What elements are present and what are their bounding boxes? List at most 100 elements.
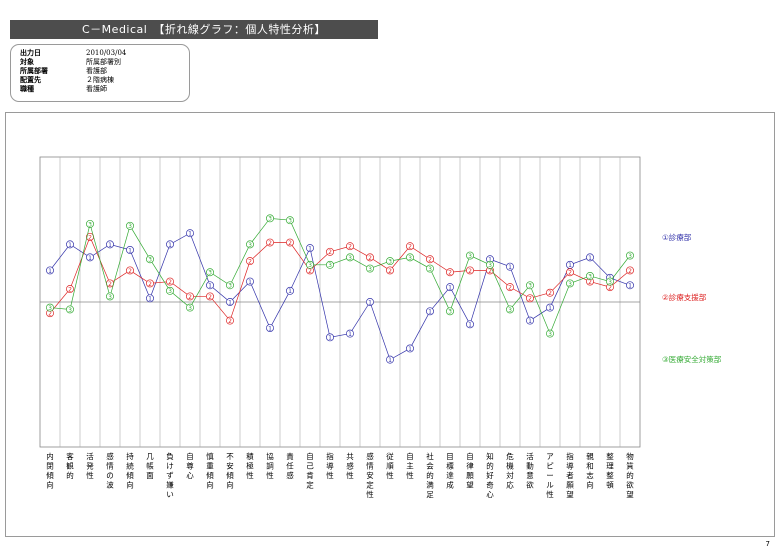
data-point-label: 3: [128, 223, 132, 230]
category-label: 望: [566, 489, 574, 499]
data-point-marker: [626, 266, 634, 275]
data-point-marker: [586, 272, 594, 280]
category-label: 望: [466, 480, 474, 490]
data-point-label: 3: [528, 283, 532, 290]
category-label: 自: [306, 451, 314, 461]
category-label: 律: [466, 461, 474, 471]
data-point-marker: [506, 305, 514, 314]
category-label: 協: [266, 451, 274, 461]
category-label: 性: [266, 470, 274, 480]
category-label: 積: [246, 451, 254, 461]
data-point-marker: [166, 277, 174, 286]
category-label: い: [166, 490, 174, 499]
category-label: ず: [166, 470, 174, 480]
data-point-marker: [266, 214, 274, 223]
data-point-label: 1: [68, 242, 72, 249]
data-point-label: 3: [368, 266, 372, 273]
data-point-label: 2: [428, 257, 432, 264]
data-point-marker: [46, 303, 54, 312]
data-point-label: 1: [168, 242, 172, 249]
category-label: 負: [166, 451, 174, 461]
data-point-marker: [186, 292, 194, 301]
data-point-label: 1: [328, 335, 332, 342]
data-point-label: 3: [588, 273, 592, 280]
data-point-marker: [606, 277, 614, 286]
data-point-label: 1: [368, 299, 372, 306]
data-point-marker: [326, 260, 334, 269]
data-point-marker: [106, 240, 114, 249]
data-point-label: 1: [228, 299, 232, 306]
category-label: 順: [386, 462, 394, 471]
data-point-label: 2: [148, 281, 152, 288]
category-label: 導: [326, 461, 334, 471]
category-label: 質: [626, 461, 634, 471]
category-label: 志: [586, 470, 594, 480]
data-point-marker: [126, 266, 134, 275]
data-point-marker: [246, 240, 254, 249]
data-point-marker: [166, 286, 174, 295]
category-label: 己: [306, 462, 314, 471]
category-label: 傾: [126, 471, 134, 480]
category-label: 理: [606, 462, 614, 471]
data-point-marker: [206, 268, 214, 277]
data-point-marker: [66, 240, 74, 249]
category-label: 向: [206, 480, 214, 490]
data-point-marker: [206, 292, 214, 301]
category-label: 主: [406, 461, 414, 471]
data-point-label: 1: [288, 288, 292, 295]
category-label: 向: [46, 480, 54, 490]
category-label: 動: [526, 462, 534, 471]
data-point-label: 2: [568, 270, 572, 277]
category-label: 性: [546, 489, 554, 499]
category-label: 危: [506, 451, 514, 461]
data-point-marker: [466, 251, 474, 260]
category-label: 肯: [306, 470, 314, 480]
category-label: 調: [266, 461, 274, 471]
data-point-marker: [626, 251, 634, 260]
legend-entry: ②診療支援部: [662, 292, 707, 302]
data-point-marker: [286, 238, 294, 247]
data-point-marker: [286, 216, 294, 225]
data-point-label: 1: [628, 283, 632, 290]
info-label: 出力日: [20, 49, 41, 57]
category-label: 整: [606, 470, 614, 480]
data-point-marker: [566, 268, 574, 277]
data-point-marker: [166, 240, 174, 249]
info-row-department: 所属部署 看護部: [20, 67, 189, 76]
category-label: 性: [346, 470, 354, 480]
data-point-marker: [146, 294, 154, 303]
category-label: 波: [106, 480, 114, 490]
category-label: 極: [246, 461, 254, 471]
data-point-marker: [446, 268, 454, 277]
data-point-label: 1: [48, 268, 52, 275]
data-point-marker: [226, 281, 234, 290]
category-label: 機: [506, 461, 514, 471]
data-point-label: 3: [168, 288, 172, 295]
category-label: 自: [466, 451, 474, 461]
data-point-marker: [326, 333, 334, 342]
data-point-marker: [526, 294, 534, 303]
data-point-label: 1: [128, 247, 132, 254]
data-point-label: 3: [148, 257, 152, 264]
data-point-marker: [246, 257, 254, 266]
data-point-label: 2: [88, 234, 92, 241]
data-point-label: 1: [348, 331, 352, 338]
category-label: 続: [126, 461, 134, 471]
data-point-marker: [106, 292, 114, 301]
data-point-label: 3: [108, 294, 112, 301]
category-label: 対: [506, 470, 514, 480]
data-point-marker: [66, 285, 74, 293]
info-label: 職種: [20, 85, 34, 93]
data-point-label: 3: [68, 307, 72, 314]
info-value: 2010/03/04: [86, 49, 127, 57]
category-label: 持: [126, 451, 134, 461]
data-point-marker: [486, 260, 494, 269]
data-point-marker: [546, 329, 554, 338]
category-label: 奇: [486, 480, 494, 490]
data-point-label: 2: [128, 268, 132, 275]
category-label: 者: [566, 471, 574, 480]
category-label: 傾: [46, 471, 54, 480]
data-point-marker: [306, 260, 314, 269]
data-point-label: 2: [208, 294, 212, 301]
